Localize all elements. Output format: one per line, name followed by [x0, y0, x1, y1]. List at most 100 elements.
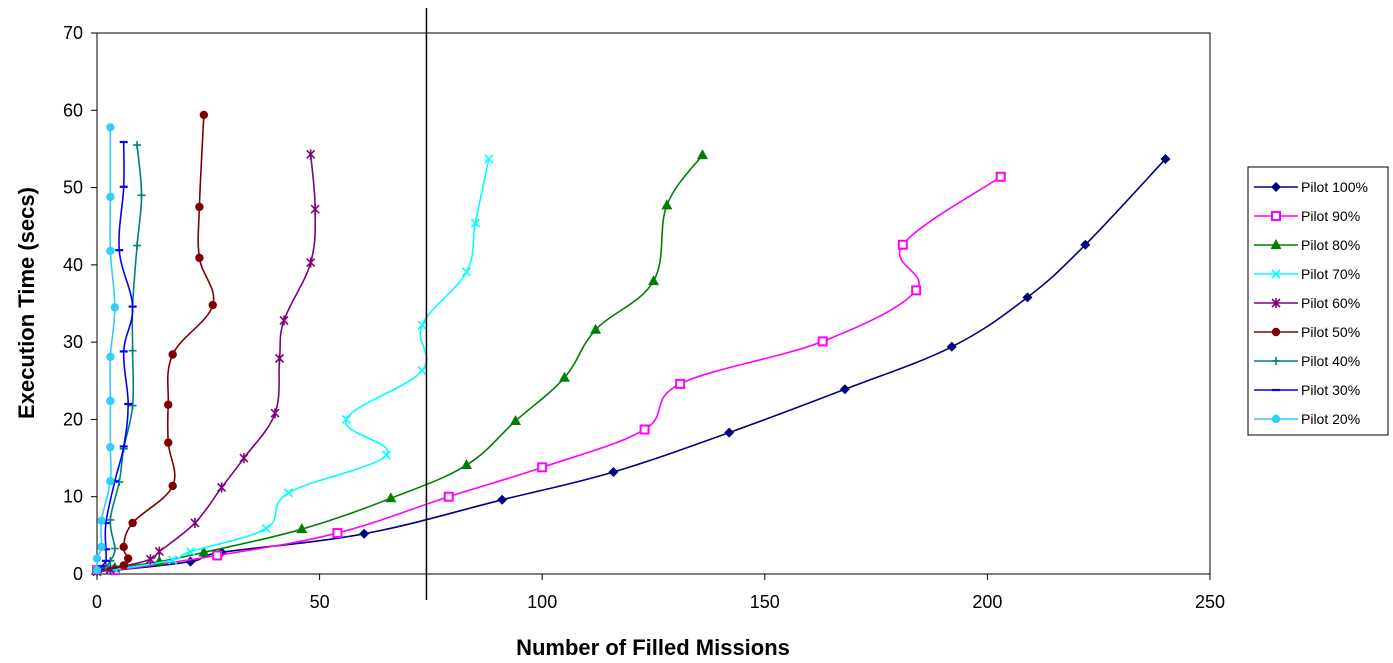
legend-item: Pilot 70%: [1254, 266, 1360, 282]
data-point: [1271, 182, 1281, 192]
legend-item: Pilot 90%: [1254, 208, 1360, 224]
legend-label: Pilot 70%: [1301, 266, 1360, 282]
data-point: [106, 123, 115, 132]
data-point: [417, 320, 427, 330]
legend-item: Pilot 80%: [1254, 237, 1360, 253]
x-tick-label: 250: [1195, 592, 1225, 612]
data-point: [608, 466, 619, 477]
legend-label: Pilot 80%: [1301, 237, 1360, 253]
data-point: [106, 396, 115, 406]
data-point: [470, 218, 480, 228]
data-point: [128, 518, 137, 528]
y-axis-title: Execution Time (secs): [14, 187, 39, 419]
data-point: [128, 401, 137, 410]
data-point: [133, 241, 142, 250]
x-tick-label: 200: [972, 592, 1002, 612]
data-point: [1271, 327, 1281, 337]
data-point: [509, 414, 521, 425]
data-point: [341, 414, 351, 424]
data-point: [724, 427, 735, 438]
y-tick-label: 0: [73, 564, 83, 584]
data-point: [168, 555, 178, 565]
y-tick-label: 20: [63, 409, 83, 429]
data-point: [1270, 239, 1282, 249]
data-point: [168, 481, 177, 491]
data-point: [92, 554, 102, 563]
legend-label: Pilot 20%: [1301, 411, 1360, 427]
data-point: [590, 323, 602, 334]
data-point: [839, 384, 850, 395]
data-point: [185, 547, 196, 557]
data-point: [359, 528, 370, 539]
legend-label: Pilot 100%: [1301, 179, 1368, 195]
data-point: [195, 202, 204, 212]
data-point: [1271, 298, 1281, 308]
data-point: [1022, 292, 1033, 303]
data-point: [137, 191, 146, 200]
data-point: [310, 204, 320, 215]
data-point: [443, 491, 454, 502]
legend-label: Pilot 50%: [1301, 324, 1360, 340]
data-point: [133, 141, 142, 150]
data-point: [648, 275, 659, 286]
y-tick-label: 10: [63, 487, 83, 507]
data-point: [128, 346, 137, 355]
x-tick-label: 100: [527, 592, 557, 612]
data-point: [461, 267, 472, 277]
series-layer: [91, 110, 1171, 577]
legend-item: Pilot 30%: [1254, 382, 1360, 398]
data-point: [274, 353, 285, 364]
data-point: [168, 350, 177, 359]
x-tick-label: 50: [310, 592, 330, 612]
data-point: [911, 285, 922, 296]
data-point: [208, 300, 217, 310]
y-tick-label: 70: [63, 23, 83, 43]
data-point: [306, 149, 316, 160]
data-point: [296, 523, 308, 534]
data-point: [946, 341, 957, 352]
legend-label: Pilot 30%: [1301, 382, 1360, 398]
legend-item: Pilot 50%: [1254, 324, 1360, 340]
data-point: [1271, 211, 1281, 221]
data-point: [239, 453, 249, 464]
legend-label: Pilot 90%: [1301, 208, 1360, 224]
y-tick-label: 60: [63, 100, 83, 120]
data-point: [97, 516, 106, 525]
data-point: [106, 192, 115, 202]
data-point: [484, 154, 494, 164]
data-point: [306, 257, 316, 268]
data-point: [217, 482, 227, 493]
data-point: [897, 239, 908, 250]
data-point: [381, 450, 391, 460]
data-point: [417, 366, 427, 376]
data-point: [675, 378, 686, 389]
data-point: [195, 253, 204, 263]
data-point: [332, 528, 343, 539]
data-point: [106, 352, 115, 362]
data-point: [145, 554, 155, 565]
data-point: [283, 488, 294, 498]
legend-label: Pilot 60%: [1301, 295, 1360, 311]
data-point: [279, 315, 289, 326]
series-pilot-20-: [92, 123, 120, 575]
legend-item: Pilot 40%: [1254, 353, 1360, 369]
data-point: [537, 462, 548, 473]
data-point: [461, 459, 473, 470]
legend-item: Pilot 60%: [1254, 295, 1360, 311]
data-point: [817, 336, 828, 347]
data-point: [106, 515, 115, 524]
legend-item: Pilot 20%: [1254, 411, 1360, 427]
data-point: [110, 303, 120, 312]
data-point: [154, 546, 164, 557]
y-tick-label: 50: [63, 178, 83, 198]
data-point: [270, 408, 280, 419]
data-point: [190, 517, 200, 528]
plot-area: [96, 32, 1211, 575]
x-tick-label: 150: [750, 592, 780, 612]
data-point: [261, 523, 271, 533]
data-point: [995, 171, 1006, 182]
data-point: [106, 443, 115, 452]
data-point: [110, 544, 119, 553]
data-point: [164, 438, 173, 447]
